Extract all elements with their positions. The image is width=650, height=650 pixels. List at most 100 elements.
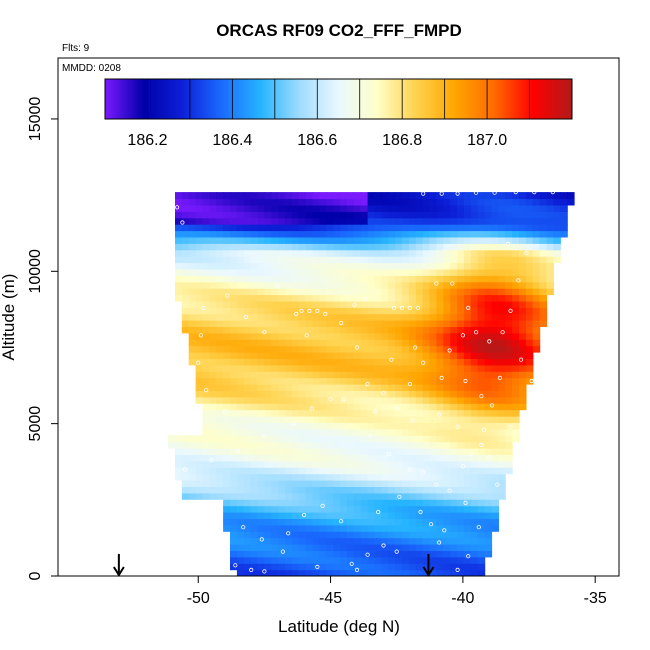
field-cell bbox=[223, 249, 231, 257]
field-cell bbox=[250, 473, 259, 481]
field-cell bbox=[312, 384, 321, 391]
field-cell bbox=[257, 448, 265, 455]
field-cell bbox=[395, 505, 403, 513]
field-cell bbox=[402, 192, 410, 200]
field-cell bbox=[298, 364, 307, 372]
field-cell bbox=[450, 345, 458, 353]
field-cell bbox=[326, 211, 334, 219]
field-cell bbox=[291, 556, 300, 564]
field-cell bbox=[340, 441, 348, 449]
field-cell bbox=[457, 364, 465, 372]
field-cell bbox=[347, 467, 355, 475]
sample-point bbox=[201, 305, 206, 310]
field-cell bbox=[188, 460, 197, 468]
field-cell bbox=[230, 236, 238, 244]
field-cell bbox=[395, 556, 403, 564]
field-cell bbox=[484, 224, 493, 232]
field-cell bbox=[195, 384, 204, 391]
field-cell bbox=[291, 550, 300, 558]
field-cell bbox=[505, 435, 513, 443]
field-cell bbox=[291, 569, 300, 576]
field-cell bbox=[374, 256, 382, 264]
field-cell bbox=[388, 332, 396, 340]
field-cell bbox=[422, 416, 431, 423]
field-cell bbox=[388, 262, 396, 270]
field-cell bbox=[443, 364, 451, 372]
field-cell bbox=[181, 448, 190, 455]
field-cell bbox=[319, 384, 327, 391]
field-cell bbox=[429, 537, 437, 545]
field-cell bbox=[443, 300, 451, 308]
sample-point bbox=[294, 311, 299, 317]
field-cell bbox=[250, 390, 259, 398]
field-cell bbox=[477, 518, 486, 526]
field-cell bbox=[305, 428, 314, 436]
field-cell bbox=[347, 320, 355, 327]
field-cell bbox=[525, 288, 534, 296]
field-cell bbox=[470, 556, 479, 564]
field-cell bbox=[470, 448, 479, 455]
field-cell bbox=[250, 428, 259, 436]
field-cell bbox=[230, 288, 238, 296]
field-cell bbox=[195, 204, 204, 212]
field-cell bbox=[216, 313, 224, 321]
field-cell bbox=[340, 307, 348, 315]
field-cell bbox=[353, 326, 362, 334]
field-cell bbox=[395, 422, 403, 430]
field-cell bbox=[202, 256, 210, 264]
field-cell bbox=[278, 531, 286, 539]
field-cell bbox=[388, 294, 396, 302]
field-cell bbox=[236, 281, 245, 289]
field-cell bbox=[333, 345, 341, 353]
field-cell bbox=[223, 441, 231, 449]
field-cell bbox=[243, 300, 252, 308]
field-cell bbox=[512, 435, 520, 443]
field-cell bbox=[209, 275, 217, 283]
sample-point bbox=[320, 503, 325, 508]
field-cell bbox=[395, 294, 403, 302]
field-cell bbox=[285, 544, 293, 551]
field-cell bbox=[374, 473, 382, 481]
field-cell bbox=[443, 435, 451, 443]
field-cell bbox=[278, 499, 286, 507]
field-cell bbox=[443, 326, 451, 334]
field-cell bbox=[223, 243, 231, 251]
field-cell bbox=[374, 467, 382, 475]
field-cell bbox=[381, 428, 389, 436]
field-cell bbox=[236, 467, 245, 475]
field-cell bbox=[236, 268, 245, 276]
field-cell bbox=[360, 544, 369, 551]
field-cell bbox=[429, 492, 437, 500]
field-cell bbox=[257, 524, 265, 532]
field-cell bbox=[209, 364, 217, 372]
field-cell bbox=[216, 339, 224, 347]
field-cell bbox=[395, 390, 403, 398]
field-cell bbox=[374, 249, 382, 257]
field-cell bbox=[312, 435, 321, 443]
field-cell bbox=[243, 428, 252, 436]
field-cell bbox=[395, 563, 403, 571]
field-cell bbox=[347, 384, 355, 391]
field-cell bbox=[484, 345, 493, 353]
sample-point bbox=[421, 360, 426, 365]
field-cell bbox=[381, 556, 389, 564]
field-cell bbox=[188, 339, 197, 347]
sample-point bbox=[492, 190, 497, 195]
field-cell bbox=[491, 294, 499, 302]
field-cell bbox=[484, 307, 493, 315]
field-cell bbox=[532, 217, 541, 225]
field-cell bbox=[278, 480, 286, 487]
field-cell bbox=[402, 473, 410, 481]
field-cell bbox=[264, 268, 272, 276]
field-cell bbox=[381, 345, 389, 353]
field-cell bbox=[223, 416, 231, 423]
field-cell bbox=[505, 441, 513, 449]
field-cell bbox=[422, 537, 431, 545]
field-cell bbox=[457, 492, 465, 500]
field-cell bbox=[429, 556, 437, 564]
field-cell bbox=[291, 537, 300, 545]
field-cell bbox=[305, 563, 314, 571]
field-cell bbox=[415, 262, 424, 270]
field-cell bbox=[175, 288, 183, 296]
field-cell bbox=[188, 486, 197, 494]
